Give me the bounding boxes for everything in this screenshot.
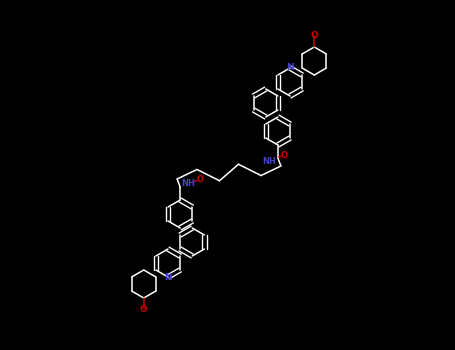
Text: O: O — [140, 304, 147, 314]
Text: O: O — [197, 175, 204, 183]
Text: N: N — [286, 63, 294, 72]
Text: O: O — [310, 32, 318, 41]
Text: NH: NH — [262, 156, 276, 166]
Text: NH: NH — [181, 180, 195, 189]
Text: O: O — [280, 150, 288, 160]
Text: N: N — [164, 273, 172, 281]
